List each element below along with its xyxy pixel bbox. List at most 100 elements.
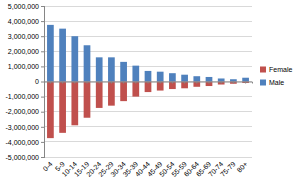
- y-tick-label: 2,000,000: [8, 48, 39, 55]
- y-tick-label: -5,000,000: [6, 154, 40, 161]
- x-tick-group: 0-4: [42, 160, 54, 172]
- bar: [242, 78, 249, 82]
- y-tick: 3,000,000: [8, 33, 44, 40]
- bar: [59, 29, 66, 82]
- y-tick: -1,000,000: [6, 93, 44, 100]
- bar: [230, 79, 237, 81]
- legend-item: Male: [260, 79, 284, 86]
- y-tick: -2,000,000: [6, 108, 44, 115]
- y-tick-mark: [41, 21, 44, 22]
- y-tick-mark: [41, 82, 44, 83]
- x-tick-mark: [148, 82, 149, 84]
- bar: [145, 82, 152, 93]
- y-tick: 2,000,000: [8, 48, 44, 55]
- x-tick-mark: [184, 82, 185, 84]
- x-tick: [208, 82, 209, 84]
- y-tick-mark: [41, 142, 44, 143]
- x-tick: [123, 82, 124, 84]
- legend-swatch: [260, 80, 266, 86]
- grid-line: [44, 157, 252, 158]
- y-tick: -5,000,000: [6, 154, 44, 161]
- grid-line: [44, 21, 252, 22]
- bar: [84, 45, 91, 81]
- y-tick-mark: [41, 127, 44, 128]
- x-tick: [50, 82, 51, 84]
- y-tick: 4,000,000: [8, 18, 44, 25]
- bar: [145, 71, 152, 82]
- x-tick-label: 75-79: [219, 160, 237, 178]
- x-tick: [74, 82, 75, 84]
- y-tick-mark: [41, 112, 44, 113]
- bar: [47, 25, 54, 82]
- y-tick-label: -2,000,000: [6, 108, 40, 115]
- y-tick-mark: [41, 97, 44, 98]
- x-tick-mark: [62, 82, 63, 84]
- x-tick: [62, 82, 63, 84]
- y-tick-mark: [41, 6, 44, 7]
- x-tick: [160, 82, 161, 84]
- x-tick-mark: [50, 82, 51, 84]
- x-tick-label: 80+: [236, 160, 249, 173]
- bar: [181, 75, 188, 82]
- x-tick: [87, 82, 88, 84]
- legend: Female Male: [260, 66, 292, 86]
- bar: [71, 82, 78, 126]
- x-tick-mark: [160, 82, 161, 84]
- x-tick-mark: [87, 82, 88, 84]
- x-tick-mark: [172, 82, 173, 84]
- y-tick-mark: [41, 157, 44, 158]
- bar: [71, 36, 78, 81]
- bar: [120, 62, 127, 82]
- x-labels: 0-45-910-1415-1920-2425-2930-3435-3940-4…: [42, 160, 249, 178]
- y-tick-label: -3,000,000: [6, 124, 40, 131]
- x-tick-mark: [123, 82, 124, 84]
- y-axis-line: [41, 7, 45, 158]
- x-tick-mark: [233, 82, 234, 84]
- x-axis-domain: [45, 82, 253, 84]
- y-tick-mark: [41, 36, 44, 37]
- x-tick: [135, 82, 136, 84]
- bar: [218, 78, 225, 81]
- y-tick-mark: [41, 51, 44, 52]
- x-tick-group: 80+: [236, 160, 249, 174]
- bar: [157, 72, 164, 82]
- x-tick-mark: [135, 82, 136, 84]
- bar: [96, 57, 103, 81]
- legend-swatch: [260, 67, 266, 73]
- grid-line: [44, 141, 252, 142]
- bar: [96, 82, 103, 108]
- y-tick: 5,000,000: [8, 3, 44, 10]
- bar: [206, 77, 213, 82]
- legend-label: Female: [269, 66, 292, 73]
- grid-line: [44, 126, 252, 127]
- y-tick: -4,000,000: [6, 139, 44, 146]
- bar: [84, 82, 91, 118]
- bar: [169, 82, 176, 90]
- bar: [157, 82, 164, 91]
- x-tick: [233, 82, 234, 84]
- y-tick-label: 1,000,000: [8, 63, 39, 70]
- x-tick: [196, 82, 197, 84]
- x-tick: [148, 82, 149, 84]
- bar: [132, 66, 139, 82]
- x-tick-mark: [111, 82, 112, 84]
- bar: [108, 57, 115, 81]
- bar: [132, 82, 139, 97]
- x-tick-group: 75-79: [219, 160, 237, 178]
- legend-item: Female: [260, 66, 292, 73]
- plot: -5,000,000 -4,000,000 -3,000,000 -2,000,000…: [6, 3, 253, 178]
- x-axis-line: [45, 82, 253, 84]
- bar: [181, 82, 188, 89]
- x-tick-mark: [208, 82, 209, 84]
- y-tick-mark: [41, 66, 44, 67]
- x-tick-mark: [74, 82, 75, 84]
- x-tick-mark: [245, 82, 246, 84]
- grid: [44, 6, 252, 157]
- legend-label: Male: [269, 79, 284, 86]
- y-tick-label: -1,000,000: [6, 93, 40, 100]
- bar: [47, 82, 54, 139]
- y-tick-label: 0: [35, 78, 39, 85]
- bar: [169, 73, 176, 81]
- y-tick: 0: [35, 78, 44, 85]
- y-tick-label: 3,000,000: [8, 33, 39, 40]
